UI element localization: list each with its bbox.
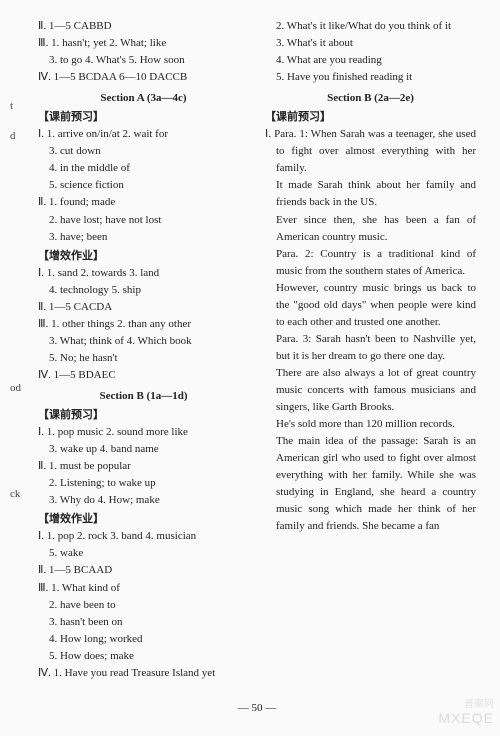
answer-line: 2. have been to	[38, 597, 249, 614]
answer-line: 5. How does; make	[38, 648, 249, 665]
homework-heading: 【增效作业】	[38, 511, 249, 528]
answer-line: 5. Have you finished reading it	[265, 69, 476, 86]
preview-heading: 【课前预习】	[38, 109, 249, 126]
answer-line: Ⅲ. 1. What kind of	[38, 580, 249, 597]
answer-line: Ⅰ. 1. arrive on/in/at 2. wait for	[38, 126, 249, 143]
answer-line: 4. How long; worked	[38, 631, 249, 648]
preview-heading: 【课前预习】	[265, 109, 476, 126]
paragraph-text: However, country music brings us back to…	[265, 280, 476, 331]
answer-line: 3. wake up 4. band name	[38, 441, 249, 458]
answer-line: 3. have; been	[38, 229, 249, 246]
answer-line: Ⅱ. 1. found; made	[38, 194, 249, 211]
section-heading-b-1a-1d: Section B (1a—1d)	[38, 388, 249, 405]
answer-line: 3. What's it about	[265, 35, 476, 52]
section-heading-a-3a-4c: Section A (3a—4c)	[38, 90, 249, 107]
answer-line: 2. Listening; to wake up	[38, 475, 249, 492]
answer-line: 5. science fiction	[38, 177, 249, 194]
edge-char-od: od	[10, 380, 21, 397]
paragraph-text: He's sold more than 120 million records.	[265, 416, 476, 433]
answer-line: 3. Why do 4. How; make	[38, 492, 249, 509]
watermark-logo: MXEQE	[438, 708, 494, 730]
answer-line: 3. hasn't been on	[38, 614, 249, 631]
edge-char-ck: ck	[10, 486, 20, 503]
answer-line: Ⅱ. 1—5 CACDA	[38, 299, 249, 316]
answer-line: Ⅲ. 1. hasn't; yet 2. What; like	[38, 35, 249, 52]
answer-line: Ⅱ. 1. must be popular	[38, 458, 249, 475]
answer-line: 4. in the middle of	[38, 160, 249, 177]
answer-line: Ⅱ. 1—5 BCAAD	[38, 562, 249, 579]
paragraph-text: Para. 3: Sarah hasn't been to Nashville …	[265, 331, 476, 365]
paragraph-text: Ⅰ. Para. 1: When Sarah was a teenager, s…	[265, 126, 476, 177]
edge-char-t: t	[10, 98, 13, 115]
answer-line: 3. to go 4. What's 5. How soon	[38, 52, 249, 69]
answer-line: Ⅱ. 1—5 CABBD	[38, 18, 249, 35]
page-number: — 50 —	[38, 700, 476, 717]
answer-line: 2. What's it like/What do you think of i…	[265, 18, 476, 35]
answer-line: Ⅰ. 1. pop 2. rock 3. band 4. musician	[38, 528, 249, 545]
edge-char-d: d	[10, 128, 16, 145]
homework-heading: 【增效作业】	[38, 248, 249, 265]
answer-line: 5. wake	[38, 545, 249, 562]
answer-line: Ⅲ. 1. other things 2. than any other	[38, 316, 249, 333]
paragraph-text: There are also always a lot of great cou…	[265, 365, 476, 416]
answer-line: 2. have lost; have not lost	[38, 212, 249, 229]
answer-line: 4. technology 5. ship	[38, 282, 249, 299]
paragraph-text: Ever since then, she has been a fan of A…	[265, 212, 476, 246]
answer-line: Ⅰ. 1. sand 2. towards 3. land	[38, 265, 249, 282]
answer-line: Ⅳ. 1—5 BDAEC	[38, 367, 249, 384]
answer-line: Ⅰ. 1. pop music 2. sound more like	[38, 424, 249, 441]
paragraph-text: The main idea of the passage: Sarah is a…	[265, 433, 476, 535]
paragraph-text: Para. 2: Country is a traditional kind o…	[265, 246, 476, 280]
answer-line: 4. What are you reading	[265, 52, 476, 69]
answer-line: 5. No; he hasn't	[38, 350, 249, 367]
preview-heading: 【课前预习】	[38, 407, 249, 424]
content-columns: Ⅱ. 1—5 CABBD Ⅲ. 1. hasn't; yet 2. What; …	[38, 18, 476, 698]
section-heading-b-2a-2e: Section B (2a—2e)	[265, 90, 476, 107]
answer-line: Ⅳ. 1—5 BCDAA 6—10 DACCB	[38, 69, 249, 86]
answer-line: 3. What; think of 4. Which book	[38, 333, 249, 350]
answer-line: 3. cut down	[38, 143, 249, 160]
answer-line: Ⅳ. 1. Have you read Treasure Island yet	[38, 665, 249, 682]
paragraph-text: It made Sarah think about her family and…	[265, 177, 476, 211]
